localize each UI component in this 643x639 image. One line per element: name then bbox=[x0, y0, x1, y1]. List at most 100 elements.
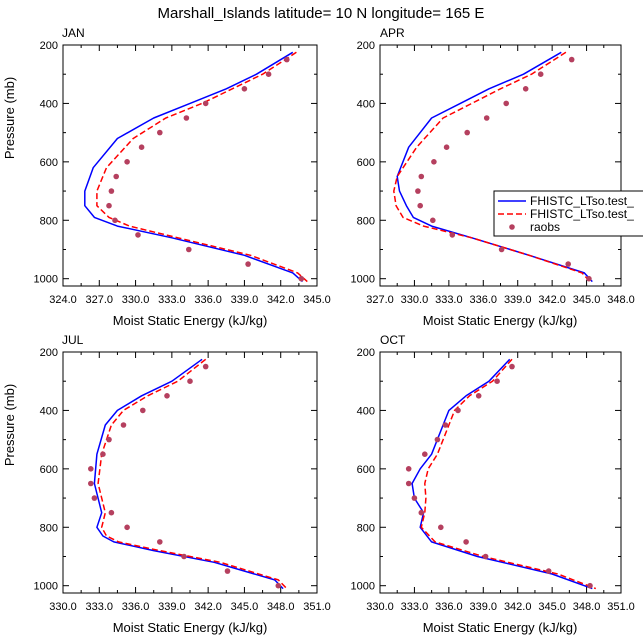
y-tick-label: 400 bbox=[357, 98, 375, 110]
x-tick-label: 330.0 bbox=[366, 601, 394, 613]
raobs-point bbox=[157, 539, 163, 545]
x-tick-label: 348.0 bbox=[573, 601, 601, 613]
panel-title: OCT bbox=[380, 333, 406, 347]
raobs-point bbox=[265, 71, 272, 77]
raobs-point bbox=[164, 393, 170, 399]
raobs-point bbox=[483, 115, 490, 121]
y-tick-label: 400 bbox=[40, 98, 58, 110]
raobs-point bbox=[106, 202, 112, 209]
raobs-point bbox=[415, 188, 421, 194]
raobs-point bbox=[475, 393, 482, 399]
raobs-point bbox=[430, 217, 436, 224]
x-tick-label: 339.0 bbox=[231, 294, 259, 306]
raobs-point bbox=[586, 275, 592, 282]
raobs-point bbox=[88, 466, 94, 472]
x-tick-label: 342.0 bbox=[538, 294, 566, 306]
raobs-point bbox=[494, 378, 500, 385]
series-line-model1 bbox=[411, 358, 593, 590]
x-tick-label: 336.0 bbox=[122, 601, 150, 613]
y-tick-label: 1000 bbox=[351, 581, 375, 593]
raobs-point bbox=[463, 539, 469, 545]
x-axis-label: Moist Static Energy (kJ/kg) bbox=[423, 620, 578, 635]
y-tick-label: 1000 bbox=[34, 274, 58, 286]
raobs-point bbox=[135, 232, 141, 238]
y-tick-label: 800 bbox=[357, 215, 375, 227]
raobs-point bbox=[186, 246, 192, 253]
x-tick-label: 333.0 bbox=[435, 294, 463, 306]
raobs-point bbox=[202, 363, 209, 370]
raobs-point bbox=[183, 115, 190, 121]
raobs-point bbox=[124, 524, 130, 531]
x-tick-label: 333.0 bbox=[401, 601, 429, 613]
panel-jul: JUL Moist Static Energy (kJ/kg) Pressure… bbox=[2, 333, 331, 635]
x-tick-label: 345.0 bbox=[303, 294, 331, 306]
plot-frame bbox=[379, 351, 622, 594]
raobs-point bbox=[443, 144, 450, 150]
raobs-point bbox=[245, 261, 251, 267]
raobs-point bbox=[509, 363, 515, 370]
raobs-point bbox=[202, 100, 209, 107]
x-tick-label: 342.0 bbox=[194, 601, 222, 613]
raobs-point bbox=[106, 436, 112, 443]
series-line-model2 bbox=[393, 51, 591, 283]
x-tick-label: 330.0 bbox=[49, 601, 77, 613]
raobs-point bbox=[124, 159, 130, 165]
x-axis-label: Moist Static Energy (kJ/kg) bbox=[423, 313, 578, 328]
panel-oct: OCT Moist Static Energy (kJ/kg) 330.0 333… bbox=[351, 333, 635, 635]
raobs-point bbox=[568, 56, 575, 63]
legend-marker-raobs bbox=[509, 224, 515, 230]
x-tick-label: 339.0 bbox=[504, 294, 532, 306]
x-tick-label: 345.0 bbox=[573, 294, 601, 306]
raobs-point bbox=[298, 275, 305, 282]
y-tick-label: 1000 bbox=[351, 274, 375, 286]
raobs-point bbox=[449, 232, 456, 238]
panel-title: APR bbox=[380, 26, 405, 40]
raobs-point bbox=[100, 451, 106, 458]
raobs-point bbox=[418, 173, 425, 180]
x-tick-label: 330.0 bbox=[401, 294, 429, 306]
x-tick-label: 348.0 bbox=[267, 601, 295, 613]
raobs-point bbox=[405, 466, 412, 472]
x-tick-label: 336.0 bbox=[194, 294, 222, 306]
raobs-point bbox=[434, 436, 441, 443]
raobs-point bbox=[503, 100, 510, 107]
raobs-point bbox=[157, 129, 163, 136]
x-tick-label: 345.0 bbox=[538, 601, 566, 613]
y-tick-label: 200 bbox=[40, 40, 58, 52]
x-axis-label: Moist Static Energy (kJ/kg) bbox=[113, 313, 268, 328]
raobs-point bbox=[455, 407, 461, 414]
x-tick-label: 339.0 bbox=[158, 601, 186, 613]
raobs-point bbox=[522, 86, 529, 92]
raobs-point bbox=[224, 568, 231, 574]
x-tick-label: 348.0 bbox=[607, 294, 635, 306]
raobs-point bbox=[482, 553, 489, 560]
x-axis-label: Moist Static Energy (kJ/kg) bbox=[113, 620, 268, 635]
raobs-point bbox=[417, 202, 424, 209]
raobs-point bbox=[411, 495, 418, 501]
raobs-point bbox=[587, 582, 593, 589]
x-tick-label: 336.0 bbox=[470, 294, 498, 306]
series-line-model2 bbox=[420, 358, 597, 590]
series-line-model1 bbox=[396, 51, 593, 283]
y-tick-label: 200 bbox=[357, 40, 375, 52]
raobs-point bbox=[187, 378, 193, 385]
x-tick-label: 339.0 bbox=[470, 601, 498, 613]
y-axis-label: Pressure (mb) bbox=[2, 384, 17, 466]
series-line-model1 bbox=[93, 358, 284, 590]
x-tick-label: 327.0 bbox=[86, 294, 114, 306]
y-tick-label: 400 bbox=[40, 405, 58, 417]
y-tick-label: 600 bbox=[357, 157, 375, 169]
raobs-point bbox=[418, 509, 425, 516]
series-line-model2 bbox=[97, 358, 288, 590]
y-tick-label: 800 bbox=[357, 522, 375, 534]
raobs-point bbox=[108, 509, 115, 516]
legend-label-raobs: raobs bbox=[530, 220, 560, 234]
raobs-point bbox=[113, 173, 119, 180]
raobs-point bbox=[181, 553, 187, 560]
raobs-point bbox=[438, 524, 444, 531]
raobs-point bbox=[537, 71, 544, 77]
x-tick-label: 342.0 bbox=[267, 294, 295, 306]
x-tick-label: 351.0 bbox=[303, 601, 331, 613]
x-tick-label: 330.0 bbox=[122, 294, 150, 306]
